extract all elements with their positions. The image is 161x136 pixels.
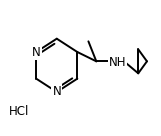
Text: NH: NH bbox=[109, 55, 126, 69]
Text: HCl: HCl bbox=[9, 105, 30, 118]
Text: N: N bbox=[52, 86, 61, 98]
Text: N: N bbox=[32, 46, 41, 58]
